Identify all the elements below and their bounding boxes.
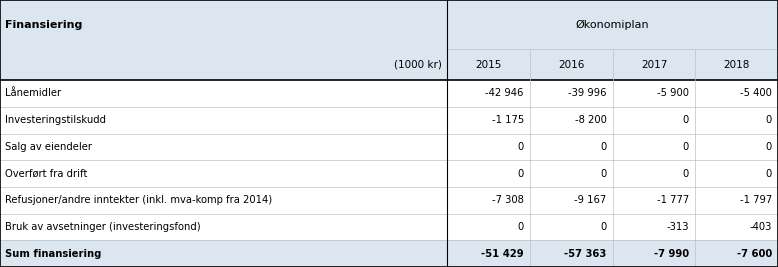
Text: Overført fra drift: Overført fra drift xyxy=(5,168,88,179)
Bar xyxy=(0,107,447,134)
Bar xyxy=(0,187,447,214)
Bar xyxy=(530,160,612,187)
Text: Økonomiplan: Økonomiplan xyxy=(576,19,650,30)
Text: -39 996: -39 996 xyxy=(568,88,607,99)
Bar xyxy=(696,187,778,214)
Text: 0: 0 xyxy=(600,222,607,232)
Bar xyxy=(0,214,447,240)
Bar xyxy=(447,160,530,187)
Text: Refusjoner/andre inntekter (inkl. mva-komp fra 2014): Refusjoner/andre inntekter (inkl. mva-ko… xyxy=(5,195,272,205)
Bar xyxy=(530,49,612,80)
Text: Salg av eiendeler: Salg av eiendeler xyxy=(5,142,93,152)
Bar xyxy=(696,214,778,240)
Bar xyxy=(612,160,696,187)
Text: -57 363: -57 363 xyxy=(564,249,607,259)
Text: 2016: 2016 xyxy=(558,60,584,70)
Bar xyxy=(612,214,696,240)
Bar xyxy=(0,160,447,187)
Bar xyxy=(447,49,530,80)
Text: Lånemidler: Lånemidler xyxy=(5,88,61,99)
Bar xyxy=(696,160,778,187)
Text: -51 429: -51 429 xyxy=(481,249,524,259)
Bar xyxy=(696,240,778,267)
Text: 0: 0 xyxy=(683,142,689,152)
Bar xyxy=(0,0,447,49)
Bar xyxy=(447,80,530,107)
Text: Sum finansiering: Sum finansiering xyxy=(5,249,102,259)
Text: Bruk av avsetninger (investeringsfond): Bruk av avsetninger (investeringsfond) xyxy=(5,222,201,232)
Bar xyxy=(0,240,447,267)
Text: -9 167: -9 167 xyxy=(574,195,607,205)
Text: -1 777: -1 777 xyxy=(657,195,689,205)
Bar xyxy=(0,134,447,160)
Text: -42 946: -42 946 xyxy=(485,88,524,99)
Text: -313: -313 xyxy=(667,222,689,232)
Bar xyxy=(530,134,612,160)
Bar xyxy=(612,187,696,214)
Text: 0: 0 xyxy=(683,115,689,125)
Bar xyxy=(696,49,778,80)
Text: 0: 0 xyxy=(600,142,607,152)
Bar xyxy=(612,49,696,80)
Text: -8 200: -8 200 xyxy=(575,115,607,125)
Text: -1 797: -1 797 xyxy=(740,195,772,205)
Bar xyxy=(447,0,778,49)
Text: -7 308: -7 308 xyxy=(492,195,524,205)
Text: -7 600: -7 600 xyxy=(737,249,772,259)
Bar xyxy=(447,187,530,214)
Bar xyxy=(530,107,612,134)
Text: 0: 0 xyxy=(517,142,524,152)
Text: 0: 0 xyxy=(766,168,772,179)
Text: -5 400: -5 400 xyxy=(740,88,772,99)
Text: 0: 0 xyxy=(600,168,607,179)
Bar xyxy=(447,240,530,267)
Text: 0: 0 xyxy=(517,222,524,232)
Bar xyxy=(612,80,696,107)
Text: 2015: 2015 xyxy=(475,60,502,70)
Text: (1000 kr): (1000 kr) xyxy=(394,60,442,70)
Bar xyxy=(530,214,612,240)
Bar xyxy=(696,80,778,107)
Text: 0: 0 xyxy=(517,168,524,179)
Text: -1 175: -1 175 xyxy=(492,115,524,125)
Text: Investeringstilskudd: Investeringstilskudd xyxy=(5,115,107,125)
Bar xyxy=(612,107,696,134)
Text: 0: 0 xyxy=(766,142,772,152)
Bar xyxy=(530,240,612,267)
Bar xyxy=(696,134,778,160)
Bar xyxy=(530,80,612,107)
Bar xyxy=(612,134,696,160)
Text: Finansiering: Finansiering xyxy=(5,20,82,30)
Text: 2018: 2018 xyxy=(724,60,750,70)
Bar xyxy=(696,107,778,134)
Bar xyxy=(530,187,612,214)
Text: 0: 0 xyxy=(766,115,772,125)
Bar xyxy=(612,240,696,267)
Text: -5 900: -5 900 xyxy=(657,88,689,99)
Bar xyxy=(0,80,447,107)
Bar xyxy=(0,49,447,80)
Text: -403: -403 xyxy=(749,222,772,232)
Text: -7 990: -7 990 xyxy=(654,249,689,259)
Bar xyxy=(447,107,530,134)
Text: 0: 0 xyxy=(683,168,689,179)
Bar xyxy=(447,134,530,160)
Text: 2017: 2017 xyxy=(641,60,668,70)
Bar xyxy=(447,214,530,240)
